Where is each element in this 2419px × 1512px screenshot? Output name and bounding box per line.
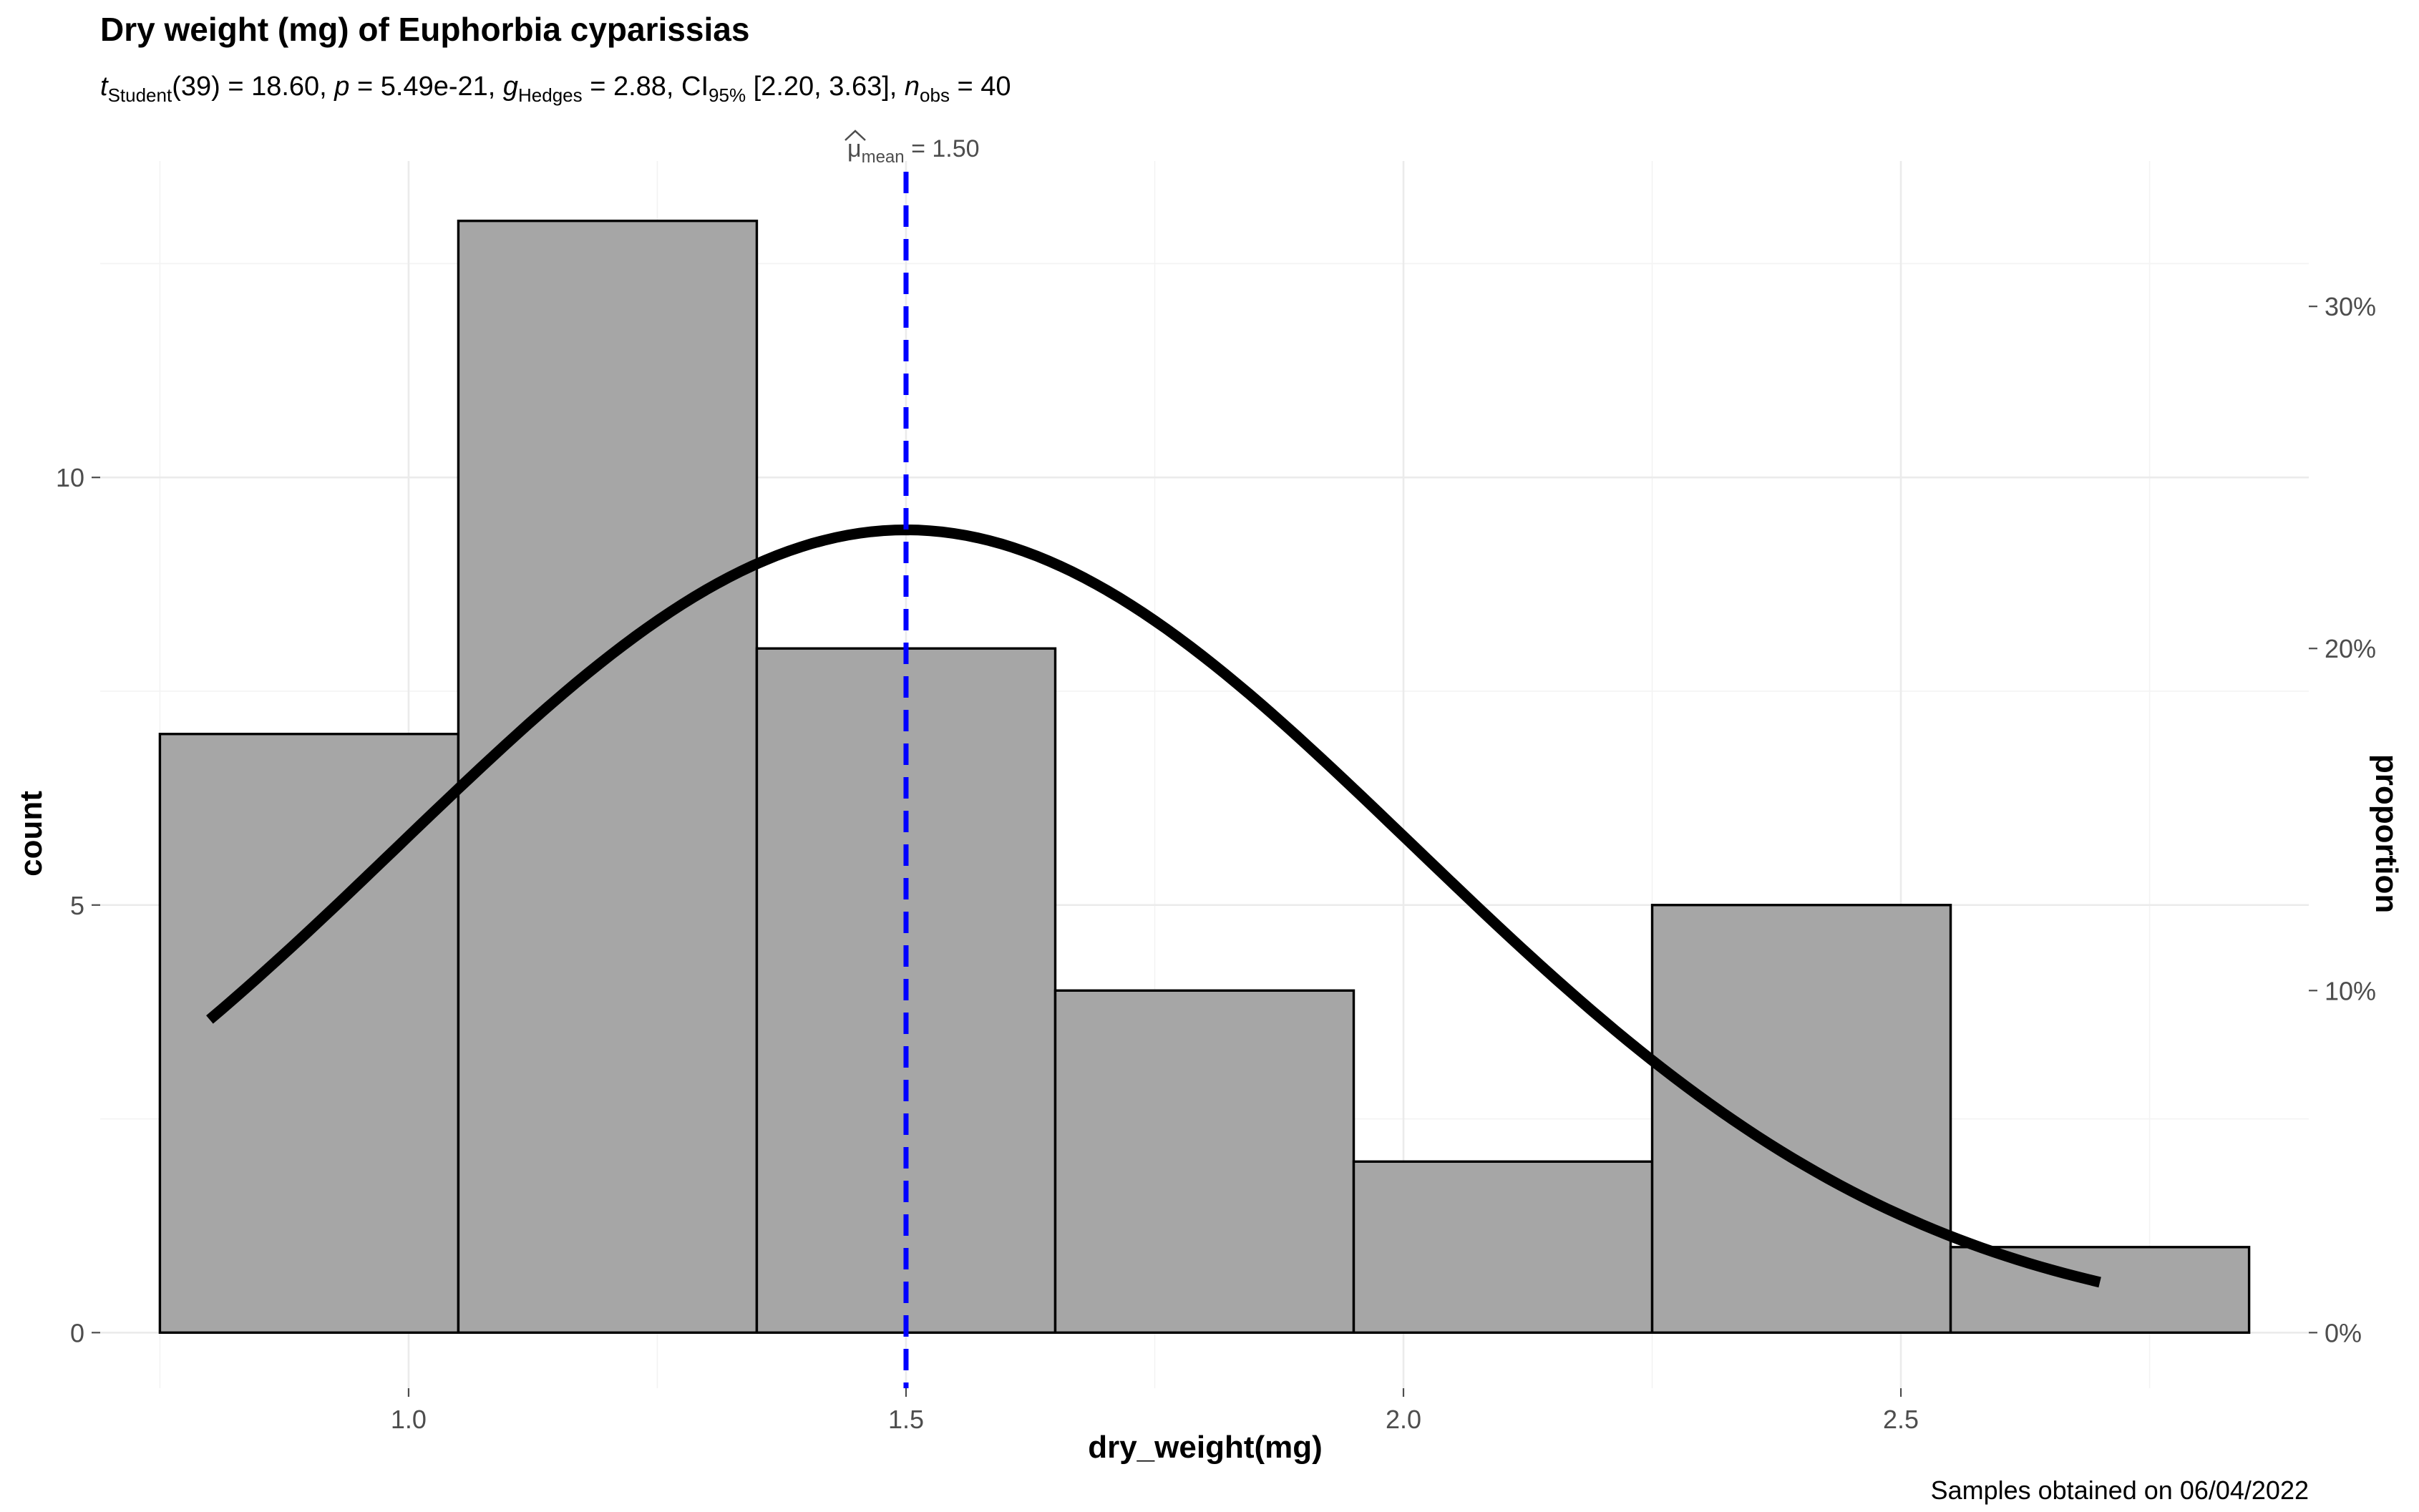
mean-label-symbol: μ	[847, 135, 862, 162]
x-tick-label: 1.0	[391, 1405, 427, 1434]
ci-value: [2.20, 3.63],	[746, 72, 905, 102]
chart-caption: Samples obtained on 06/04/2022	[1931, 1476, 2309, 1505]
normal-curve	[206, 524, 2101, 1288]
n-symbol: n	[905, 72, 920, 102]
chart-subtitle: tStudent(39) = 18.60, p = 5.49e-21, gHed…	[100, 72, 1011, 106]
stat-subscript: Student	[108, 84, 172, 106]
x-axis-title: dry_weight(mg)	[1088, 1430, 1323, 1465]
effect-size-value: = 2.88, CI	[583, 72, 709, 102]
x-tick-label: 2.0	[1386, 1405, 1421, 1434]
x-tick-label: 2.5	[1883, 1405, 1919, 1434]
y-tick-label: 5	[70, 891, 84, 920]
n-subscript: obs	[920, 84, 950, 106]
y-axis-title: count	[14, 791, 49, 877]
y-tick-label: 10	[56, 463, 84, 492]
n-value: = 40	[950, 72, 1011, 102]
mean-label-subscript: mean	[862, 147, 905, 167]
effect-size-symbol: g	[503, 72, 518, 102]
secondary-y-tick-label: 10%	[2325, 976, 2376, 1005]
histogram-bar-5	[1352, 1160, 1654, 1335]
stat-symbol: t	[100, 72, 109, 102]
histogram-bar-4	[1053, 989, 1355, 1335]
y-tick-label: 0	[70, 1318, 84, 1347]
ci-subscript: 95%	[709, 84, 746, 106]
x-tick-label: 1.5	[888, 1405, 924, 1434]
chart-title: Dry weight (mg) of Euphorbia cyparissias	[100, 11, 749, 48]
histogram-bars	[158, 219, 2251, 1335]
secondary-y-tick-label: 20%	[2325, 634, 2376, 663]
histogram-bar-2	[457, 219, 759, 1335]
secondary-y-tick-label: 30%	[2325, 292, 2376, 321]
mean-hat-mark	[845, 130, 866, 141]
p-symbol: p	[334, 72, 349, 102]
axis-ticks: 1.0 1.5 2.0 2.5 0 5 10 0% 10% 20% 30%	[56, 292, 2376, 1434]
effect-size-subscript: Hedges	[518, 84, 583, 106]
mean-label: μmean = 1.50	[847, 135, 980, 167]
normal-curve-layer	[206, 524, 2101, 1288]
histogram-bar-6	[1650, 904, 1952, 1335]
secondary-y-axis-title: proportion	[2369, 754, 2404, 913]
p-value: = 5.49e-21,	[349, 72, 502, 102]
secondary-y-tick-label: 0%	[2325, 1318, 2362, 1347]
mean-label-value: = 1.50	[905, 135, 980, 162]
histogram-bar-1	[158, 733, 460, 1335]
histogram-bar-7	[1949, 1246, 2251, 1335]
stat-value: (39) = 18.60,	[172, 72, 334, 102]
